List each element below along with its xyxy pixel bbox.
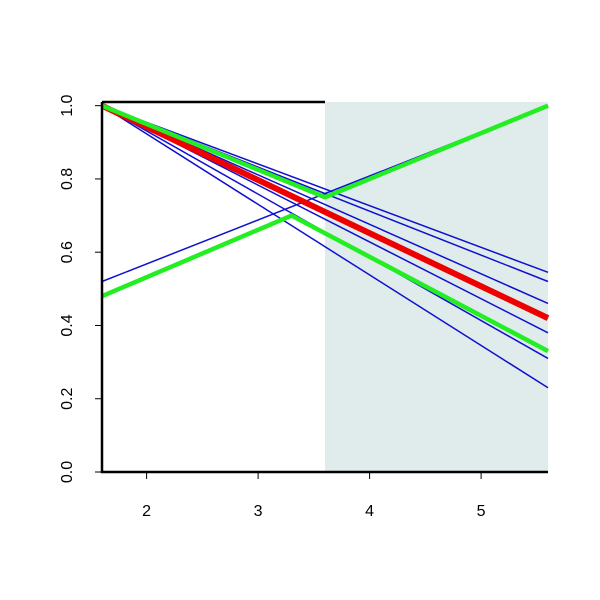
series-line — [101, 105, 549, 389]
y-tick-label: 0.2 — [59, 388, 76, 410]
series-line — [100, 102, 550, 321]
series-line — [101, 213, 550, 354]
shaded-region — [325, 102, 548, 472]
x-tick-label: 5 — [477, 503, 486, 520]
series-line — [101, 104, 549, 274]
x-tick-label: 3 — [254, 503, 263, 520]
y-tick-label: 0.0 — [59, 461, 76, 483]
y-tick-label: 1.0 — [59, 94, 76, 116]
x-tick-label: 2 — [142, 503, 151, 520]
x-tick-label: 4 — [365, 503, 374, 520]
series-line — [101, 103, 549, 200]
y-tick-label: 0.6 — [59, 241, 76, 263]
y-tick-label: 0.8 — [59, 168, 76, 190]
y-tick-label: 0.4 — [59, 314, 76, 336]
